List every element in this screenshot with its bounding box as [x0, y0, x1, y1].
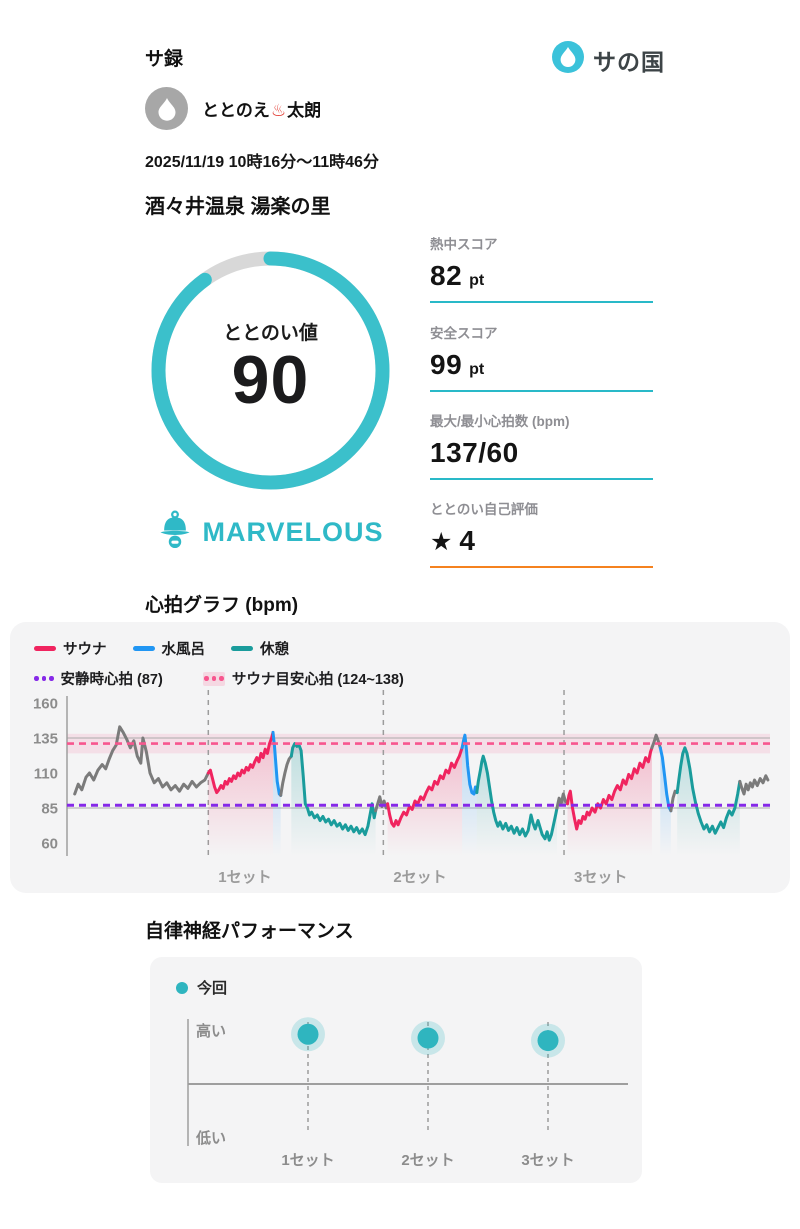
- gauge-value: 90: [231, 342, 310, 419]
- stat-value: 137/60: [430, 437, 519, 468]
- brand-name: サの国: [593, 48, 665, 75]
- svg-text:3セット: 3セット: [521, 1152, 574, 1169]
- legend-rest: 休憩: [231, 638, 289, 659]
- user-row: ととのえ♨太朗: [145, 87, 321, 130]
- stat-value: 99: [430, 349, 463, 380]
- brand-logo: サの国: [551, 40, 665, 79]
- stat-value: 82: [430, 260, 463, 291]
- stat-label: 最大/最小心拍数 (bpm): [430, 414, 570, 429]
- ans-chart-card: 今回 高い低い 1セット 2セット 3セット: [150, 957, 642, 1183]
- svg-text:110: 110: [34, 766, 58, 783]
- legend-target-hr: サウナ目安心拍 (124~138): [202, 668, 404, 689]
- current-session-dot-icon: [176, 981, 188, 994]
- stat-self-rating: ととのい自己評価 ★ 4: [430, 498, 653, 568]
- totonoi-gauge: ととのい値 90: [142, 242, 399, 499]
- stat-heat-score: 熱中スコア 82 pt: [430, 233, 653, 303]
- target-hr-swatch: [202, 671, 225, 686]
- svg-text:135: 135: [33, 731, 58, 748]
- water-line-swatch: [132, 646, 155, 651]
- stat-label: 安全スコア: [430, 326, 498, 341]
- stat-label: 熱中スコア: [430, 237, 498, 252]
- user-name-suffix: 太朗: [287, 101, 322, 120]
- gauge-ring: [151, 251, 390, 490]
- gauge-label: ととのい値: [223, 323, 318, 345]
- svg-text:3セット: 3セット: [574, 869, 627, 886]
- user-name-prefix: ととのえ: [202, 101, 270, 120]
- ans-chart-title: 自律神経パフォーマンス: [145, 921, 354, 942]
- water-drop-logo-icon: [551, 40, 585, 79]
- rating-label: MARVELOUS: [202, 517, 384, 547]
- page-title: サ録: [145, 49, 184, 70]
- svg-text:2セット: 2セット: [401, 1152, 454, 1169]
- stat-unit: pt: [469, 272, 485, 289]
- hot-spring-icon: ♨: [270, 101, 287, 120]
- ans-legend: 今回: [176, 977, 227, 998]
- sauna-line-swatch: [34, 646, 56, 651]
- svg-text:高い: 高い: [196, 1022, 226, 1040]
- stat-max-min-hr: 最大/最小心拍数 (bpm) 137/60: [430, 410, 653, 480]
- star-icon: ★: [430, 528, 453, 556]
- stat-label: ととのい自己評価: [430, 502, 538, 517]
- stat-safety-score: 安全スコア 99 pt: [430, 322, 653, 392]
- user-name: ととのえ♨太朗: [202, 96, 321, 121]
- svg-text:85: 85: [41, 801, 58, 818]
- avatar: [145, 87, 188, 130]
- hr-chart-card: サウナ 水風呂 休憩 安静時心拍 (87) サウナ目安心拍 (124~138) …: [10, 622, 790, 893]
- legend-water: 水風呂: [132, 638, 205, 659]
- rating-badge: MARVELOUS: [95, 510, 447, 555]
- session-datetime: 2025/11/19 10時16分〜11時46分: [145, 154, 379, 171]
- hr-chart-svg: 160 135 110 85 60 1セット 2セット 3セット: [33, 690, 770, 886]
- svg-text:160: 160: [33, 696, 58, 713]
- stat-unit: pt: [469, 361, 485, 378]
- svg-text:1セット: 1セット: [218, 869, 271, 886]
- sauna-hat-icon: [158, 510, 192, 555]
- stat-value: 4: [459, 525, 476, 556]
- svg-text:低い: 低い: [195, 1129, 226, 1147]
- avatar-drop-icon: [158, 97, 175, 121]
- svg-text:1セット: 1セット: [281, 1152, 334, 1169]
- hr-chart-title: 心拍グラフ (bpm): [145, 595, 299, 616]
- svg-text:60: 60: [41, 836, 58, 853]
- hr-legend: サウナ 水風呂 休憩 安静時心拍 (87) サウナ目安心拍 (124~138): [34, 638, 430, 698]
- rest-line-swatch: [231, 646, 253, 651]
- legend-resting-hr: 安静時心拍 (87): [34, 668, 163, 689]
- venue-name: 酒々井温泉 湯楽の里: [145, 196, 331, 218]
- legend-sauna: サウナ: [34, 638, 107, 659]
- resting-hr-swatch: [34, 676, 54, 681]
- svg-text:2セット: 2セット: [393, 869, 446, 886]
